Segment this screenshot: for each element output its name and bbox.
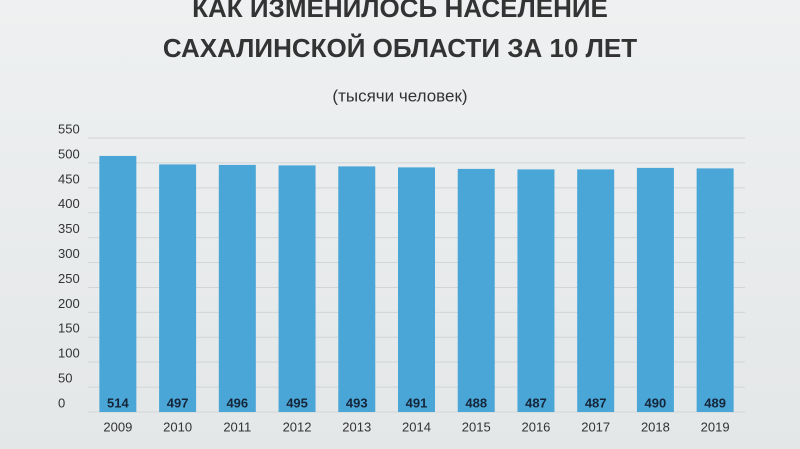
chart-title: КАК ИЗМЕНИЛОСЬ НАСЕЛЕНИЕ	[192, 0, 608, 23]
bar	[99, 155, 137, 412]
bar	[696, 168, 734, 412]
bar	[278, 165, 316, 412]
y-tick-label: 300	[58, 246, 80, 261]
bar	[218, 164, 256, 412]
bar	[577, 169, 615, 412]
value-label: 497	[167, 395, 189, 410]
value-label: 487	[525, 395, 547, 410]
x-tick-label: 2017	[581, 419, 610, 434]
bar	[338, 166, 376, 412]
bar	[159, 164, 197, 412]
bar	[398, 167, 435, 412]
chart-title: САХАЛИНСКОЙ ОБЛАСТИ ЗА 10 ЛЕТ	[163, 33, 637, 63]
bar	[517, 169, 555, 412]
x-tick-label: 2010	[163, 419, 192, 434]
x-tick-label: 2019	[701, 419, 730, 434]
x-tick-label: 2015	[462, 419, 491, 434]
chart-subtitle: (тысячи человек)	[332, 86, 467, 105]
y-tick-label: 150	[58, 321, 80, 336]
y-tick-label: 550	[58, 121, 80, 136]
value-label: 495	[286, 395, 308, 410]
y-tick-label: 400	[58, 196, 80, 211]
value-label: 514	[107, 395, 129, 410]
value-label: 490	[645, 395, 667, 410]
x-tick-label: 2016	[521, 419, 550, 434]
x-tick-label: 2012	[283, 419, 312, 434]
bar	[636, 167, 674, 412]
y-tick-label: 500	[58, 146, 80, 161]
value-label: 493	[346, 395, 368, 410]
x-tick-label: 2014	[402, 419, 431, 434]
value-label: 488	[465, 395, 487, 410]
y-tick-label: 100	[58, 346, 80, 361]
x-tick-label: 2009	[103, 419, 132, 434]
y-tick-label: 200	[58, 296, 80, 311]
value-label: 487	[585, 395, 607, 410]
y-tick-label: 0	[58, 395, 65, 410]
value-label: 496	[226, 395, 248, 410]
bar	[457, 168, 495, 412]
y-tick-label: 50	[58, 371, 72, 386]
y-tick-label: 350	[58, 221, 80, 236]
x-tick-label: 2013	[342, 419, 371, 434]
value-label: 491	[406, 395, 428, 410]
value-label: 489	[704, 395, 726, 410]
x-tick-label: 2018	[641, 419, 670, 434]
y-tick-label: 250	[58, 271, 80, 286]
y-tick-label: 450	[58, 171, 80, 186]
x-tick-label: 2011	[223, 419, 251, 434]
